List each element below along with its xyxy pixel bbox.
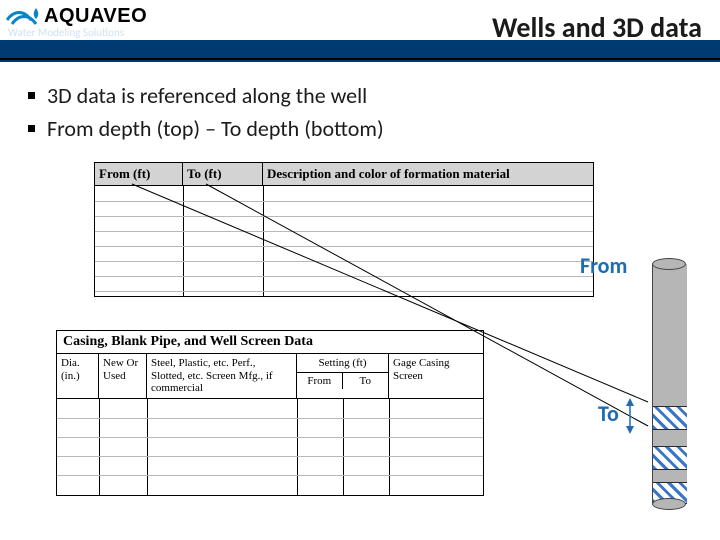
bullet-text: From depth (top) – To depth (bottom) — [47, 115, 384, 142]
label-from: From — [580, 252, 627, 279]
bullet-marker-icon — [28, 125, 35, 132]
table-rule — [57, 456, 483, 457]
bullet-list: 3D data is referenced along the well Fro… — [28, 82, 384, 148]
table-vline — [99, 399, 100, 495]
well-seg-gray — [653, 430, 687, 446]
table-rule — [95, 201, 593, 202]
well-cylinder — [652, 264, 686, 504]
table-rule — [95, 291, 593, 292]
brand-name: AQUAVEO — [44, 5, 147, 28]
casing-table-body — [57, 399, 483, 495]
table-rule — [95, 261, 593, 262]
col-setting-label: Setting (ft) — [301, 357, 384, 370]
brand-logo-row: AQUAVEO — [6, 4, 147, 28]
sub-to: To — [343, 373, 389, 390]
header-underline — [0, 58, 720, 60]
page-title: Wells and 3D data — [492, 10, 702, 45]
casing-table: Casing, Blank Pipe, and Well Screen Data… — [56, 330, 484, 496]
sub-from: From — [297, 373, 343, 390]
table-rule — [57, 418, 483, 419]
description-table-body — [95, 186, 593, 296]
brand-logo-block: AQUAVEO Water Modeling Solutions — [6, 4, 147, 54]
col-desc-header: Description and color of formation mater… — [263, 163, 593, 185]
well-seg-hatch — [653, 406, 687, 430]
description-table-header: From (ft) To (ft) Description and color … — [95, 163, 593, 186]
casing-table-title: Casing, Blank Pipe, and Well Screen Data — [57, 331, 483, 354]
well-seg-gray — [653, 264, 687, 406]
aquaveo-logo-icon — [6, 4, 42, 28]
col-dia-header: Dia. (in.) — [57, 354, 99, 398]
col-to-header: To (ft) — [183, 163, 263, 185]
table-vline — [343, 399, 344, 495]
table-vline — [183, 186, 184, 296]
table-rule — [95, 246, 593, 247]
table-vline — [389, 399, 390, 495]
table-vline — [147, 399, 148, 495]
slide: AQUAVEO Water Modeling Solutions Wells a… — [0, 0, 720, 540]
dimension-arrow-icon — [620, 398, 640, 438]
casing-table-header: Dia. (in.) New Or Used Steel, Plastic, e… — [57, 354, 483, 399]
col-type-header: Steel, Plastic, etc. Perf., Slotted, etc… — [147, 354, 297, 398]
table-rule — [57, 437, 483, 438]
col-setting-header: Setting (ft) From To — [297, 354, 389, 398]
col-gage-header: Gage Casing Screen — [389, 354, 483, 398]
col-from-header: From (ft) — [95, 163, 183, 185]
bullet-text: 3D data is referenced along the well — [47, 82, 367, 109]
table-rule — [95, 216, 593, 217]
description-table: From (ft) To (ft) Description and color … — [94, 162, 594, 297]
bullet-item: From depth (top) – To depth (bottom) — [28, 115, 384, 142]
table-rule — [95, 231, 593, 232]
bullet-marker-icon — [28, 92, 35, 99]
well-body — [652, 264, 686, 504]
well-top-cap — [652, 258, 686, 270]
well-seg-gray — [653, 470, 687, 482]
well-seg-hatch — [653, 446, 687, 470]
label-to: To — [598, 400, 619, 427]
table-rule — [57, 475, 483, 476]
bullet-item: 3D data is referenced along the well — [28, 82, 384, 109]
col-neworused-header: New Or Used — [99, 354, 147, 398]
slide-header: AQUAVEO Water Modeling Solutions Wells a… — [0, 0, 720, 58]
well-bot-cap — [652, 498, 686, 510]
table-vline — [263, 186, 264, 296]
table-rule — [95, 276, 593, 277]
table-vline — [297, 399, 298, 495]
